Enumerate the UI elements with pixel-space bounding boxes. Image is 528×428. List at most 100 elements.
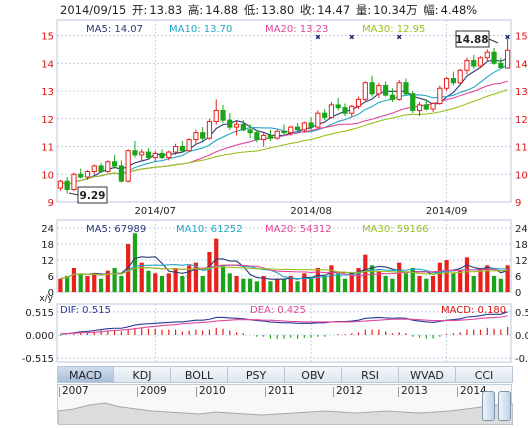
volume-bar [248,278,253,292]
panel-frame [56,19,512,203]
dea-line [60,315,508,335]
volume-bar [261,276,266,292]
candle-body [247,129,253,134]
close-label: 收: [299,3,316,17]
candle-body [71,173,77,191]
volume-bar [369,265,375,292]
volume-bar [424,278,429,292]
candle-body [301,122,307,131]
candle-body [294,126,301,131]
low-label: 低: [243,3,260,17]
candle-body [105,161,111,172]
candle-body [484,51,490,59]
candle-body [220,109,226,121]
stock-chart[interactable]: 9 9 10 10 11 11 12 12 13 13 14 14 15 15 2014/07 2014/08… [0,0,528,366]
volume-tick-right: 18 [515,240,528,251]
tab-kdj[interactable]: KDJ [114,366,171,383]
signal-marker: ✖ [315,34,321,42]
tab-rsi[interactable]: RSI [342,366,399,383]
macd-tick-left: 0.515 [25,308,54,319]
volume-bar [71,268,77,292]
price-ma-legend: MA10: 13.70 [169,24,232,35]
high-value: 14.88 [205,3,239,17]
open-value: 13.83 [149,3,183,17]
volume-bar [478,268,483,292]
candle-body [423,104,429,110]
panel-frame [56,303,512,363]
timeline-sparkline [58,402,513,425]
volume-tick-right: 6 [515,272,521,283]
volume-bar [187,265,192,292]
candle-body [410,93,416,111]
tab-wvad[interactable]: WVAD [399,366,456,383]
macd-tick-left: -0.515 [22,354,54,365]
volume-bar [193,262,199,292]
volume-bar [444,260,449,292]
volume-bar [451,273,456,292]
price-tick-left: 15 [41,32,54,43]
price-ma-legend: MA30: 12.95 [362,24,425,35]
candle-body [430,103,436,110]
volume-bar [146,270,151,292]
volume-value: 10.34万 [373,3,418,17]
tab-psy[interactable]: PSY [228,366,285,383]
volume-bar [403,273,409,292]
tab-boll[interactable]: BOLL [171,366,228,383]
tab-cci[interactable]: CCI [456,366,513,383]
price-tick-right: 10 [515,170,528,181]
volume-ma-line [60,266,508,280]
candle-body [355,98,362,107]
candle-body [233,123,240,128]
change-label: 幅: [423,3,439,17]
candle-body [267,134,274,139]
volume-bar [159,276,165,292]
volume-tick-left: 24 [41,224,54,235]
volume-bar [78,273,83,292]
timeline-year: 2014 [457,385,487,397]
candle-body [91,165,97,172]
volume-ma-legend: MA10: 61252 [176,224,243,235]
volume-bar [132,233,138,292]
candle-body [369,82,375,95]
candle-body [328,104,335,118]
volume-bar [383,276,388,292]
dif-line [60,311,508,335]
volume-label: 量: [355,3,372,17]
high-callout-text: 14.88 [455,34,488,46]
volume-bar [471,276,476,292]
volume-bar [200,276,205,292]
volume-bar [491,276,497,292]
candle-body [437,87,443,105]
volume-bar [417,276,422,292]
candle-body [457,69,463,84]
candle-body [491,51,497,64]
volume-bar [363,254,368,292]
range-handle-left[interactable] [482,391,495,421]
dif-legend: DIF: 0.515 [60,305,111,316]
date-tick-label: 2014/07 [134,206,176,217]
volume-tick-right: 0 [515,288,521,299]
quote-date: 2014/09/15 [60,3,127,17]
volume-bar [376,270,381,292]
candle-body [172,146,179,153]
candle-body [403,82,409,95]
tab-obv[interactable]: OBV [285,366,342,383]
price-ma-legend: MA5: 14.07 [86,24,143,35]
range-handle-right[interactable] [498,391,511,421]
tab-macd[interactable]: MACD [57,366,114,383]
history-timeline[interactable]: 2007 2009 2010 2011 2012 2013 2014 [57,384,513,425]
candle-body [505,49,511,69]
price-tick-right: 13 [515,87,528,98]
dea-legend: DEA: 0.425 [250,305,306,316]
volume-tick-right: 12 [515,256,528,267]
volume-bar [241,278,246,292]
volume-tick-left: 6 [48,272,54,283]
volume-bar [458,270,463,292]
candle-body [416,104,423,111]
volume-bar [58,278,63,292]
signal-marker: ✖ [505,34,511,42]
volume-bar [92,273,97,292]
candle-body [342,107,348,114]
timeline-year: 2009 [137,385,167,397]
date-tick-label: 2014/08 [290,206,332,217]
